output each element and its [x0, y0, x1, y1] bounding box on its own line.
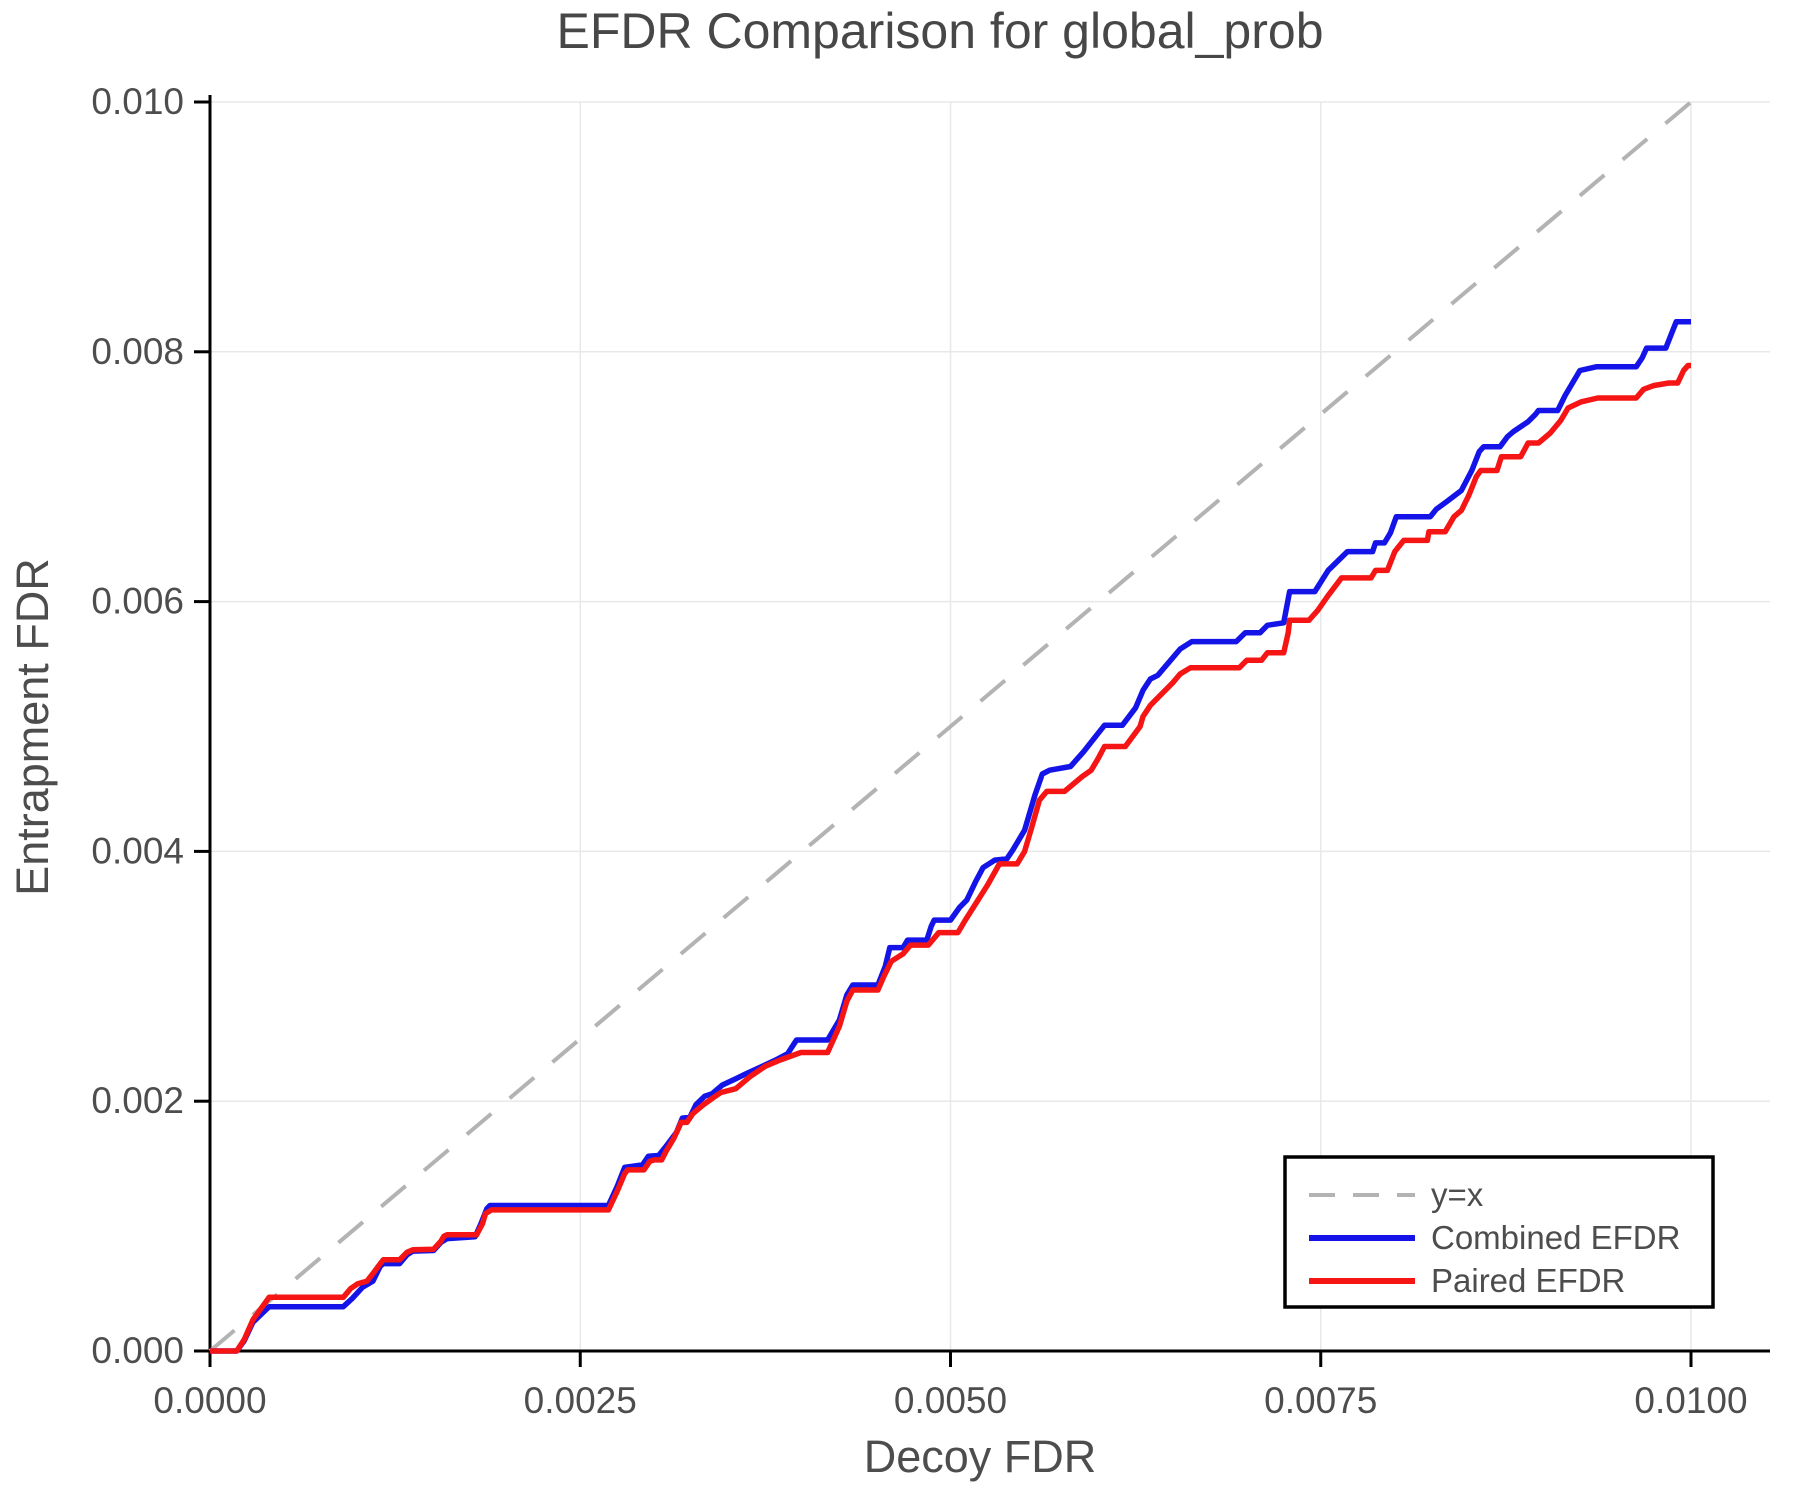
x-tick-label: 0.0025	[524, 1380, 637, 1421]
y-tick-label: 0.002	[91, 1080, 184, 1121]
y-tick-label: 0.010	[91, 81, 184, 122]
legend: y=x Combined EFDR Paired EFDR	[1283, 1155, 1715, 1309]
series-line-y-x	[208, 100, 1693, 1353]
x-tick-label: 0.0000	[153, 1380, 266, 1421]
y-axis-label: Entrapment FDR	[7, 558, 58, 896]
y-tick-label: 0.000	[91, 1330, 184, 1371]
grid-layer	[210, 101, 1770, 1351]
x-axis-label: Decoy FDR	[864, 1431, 1097, 1482]
x-tick-label: 0.0075	[1264, 1380, 1377, 1421]
y-tick-label: 0.004	[91, 830, 184, 871]
axis-layer: 0.0000 0.0025 0.0050 0.0075 0.0100 0.000 0.002…	[91, 81, 1770, 1421]
y-tick-label: 0.008	[91, 331, 184, 372]
legend-label: Paired EFDR	[1431, 1262, 1625, 1299]
x-tick-label: 0.0100	[1634, 1380, 1747, 1421]
y-tick-label: 0.006	[91, 581, 184, 622]
series-line-combined-efdr	[210, 319, 1691, 1354]
series-layer	[208, 100, 1693, 1354]
x-tick-label: 0.0050	[894, 1380, 1007, 1421]
legend-label: Combined EFDR	[1431, 1219, 1680, 1256]
legend-label: y=x	[1431, 1176, 1484, 1213]
series-line-paired-efdr	[210, 362, 1691, 1354]
chart-title: EFDR Comparison for global_prob	[556, 3, 1323, 59]
